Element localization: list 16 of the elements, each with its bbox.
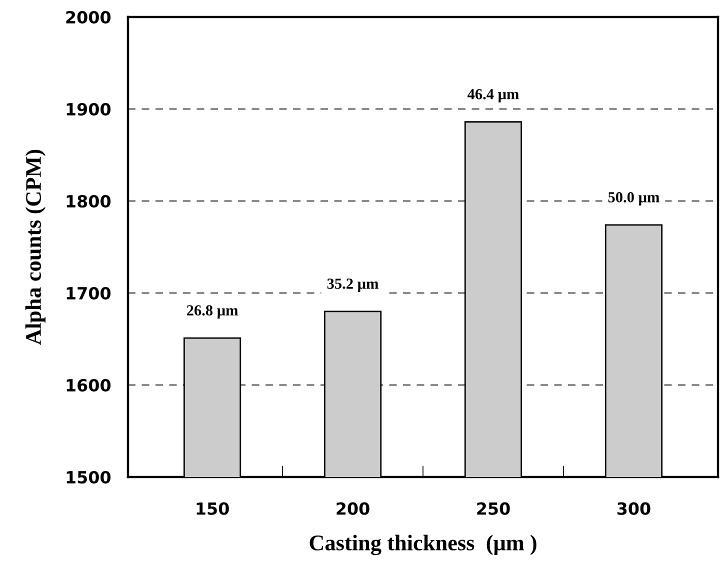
text: 35.2 μm [327,278,378,292]
y-tick-label: 1600 [66,378,111,392]
x-axis-title: Casting thickness (μm ) [310,534,536,556]
text: 50.0 μm [608,192,660,206]
text: 46.4 μm [467,89,519,102]
y-tick-label: 1700 [66,286,111,300]
x-tick-label: 200 [336,502,370,515]
text: 26.8 μm [186,305,238,319]
y-axis-title: Alpha counts (CPM) [25,150,46,345]
x-tick-label: 300 [617,502,650,515]
y-tick-label: 1800 [66,194,111,208]
x-tick-label: 150 [196,502,229,515]
x-tick-label: 250 [477,502,510,515]
y-tick-label: 2000 [66,10,111,24]
y-tick-label: 1500 [66,470,111,484]
y-tick-label: 1900 [66,102,111,116]
